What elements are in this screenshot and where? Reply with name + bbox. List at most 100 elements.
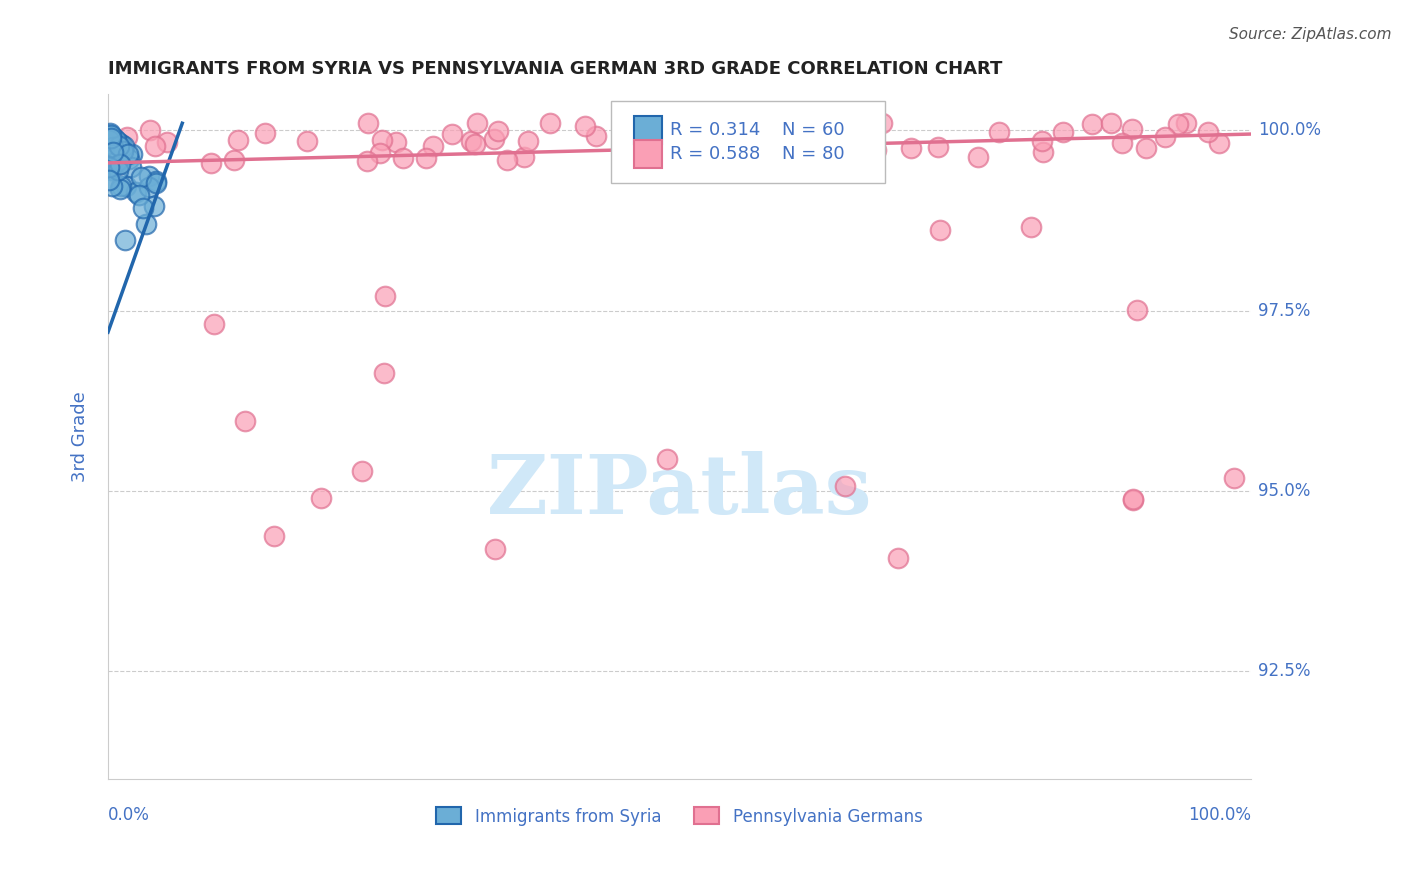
Pennsylvania Germans xyxy=(1111,136,1133,151)
Pennsylvania Germans xyxy=(793,136,815,150)
Immigrants from Syria xyxy=(115,178,138,193)
Pennsylvania Germans xyxy=(574,120,596,134)
Immigrants from Syria xyxy=(100,153,122,167)
Pennsylvania Germans xyxy=(512,150,534,164)
Pennsylvania Germans xyxy=(373,366,395,380)
Pennsylvania Germans xyxy=(1126,303,1149,318)
Pennsylvania Germans xyxy=(384,135,406,149)
Pennsylvania Germans xyxy=(440,127,463,141)
Text: 0.0%: 0.0% xyxy=(108,806,150,824)
Text: 100.0%: 100.0% xyxy=(1188,806,1251,824)
Immigrants from Syria xyxy=(145,176,167,190)
Pennsylvania Germans xyxy=(422,138,444,153)
Immigrants from Syria xyxy=(101,160,124,174)
Pennsylvania Germans xyxy=(1121,122,1143,136)
Immigrants from Syria xyxy=(105,139,128,153)
Immigrants from Syria xyxy=(100,128,122,142)
Pennsylvania Germans xyxy=(200,156,222,170)
Pennsylvania Germans xyxy=(371,133,394,147)
Immigrants from Syria xyxy=(98,133,121,147)
Pennsylvania Germans xyxy=(886,551,908,566)
Pennsylvania Germans xyxy=(482,132,505,146)
Pennsylvania Germans xyxy=(226,133,249,147)
Immigrants from Syria xyxy=(114,233,136,247)
Pennsylvania Germans xyxy=(872,116,894,130)
Text: IMMIGRANTS FROM SYRIA VS PENNSYLVANIA GERMAN 3RD GRADE CORRELATION CHART: IMMIGRANTS FROM SYRIA VS PENNSYLVANIA GE… xyxy=(108,60,1002,78)
Pennsylvania Germans xyxy=(671,116,693,130)
Pennsylvania Germans xyxy=(139,123,162,137)
Immigrants from Syria xyxy=(110,178,132,193)
Pennsylvania Germans xyxy=(689,137,711,152)
Pennsylvania Germans xyxy=(731,132,754,146)
Pennsylvania Germans xyxy=(202,317,225,331)
Immigrants from Syria xyxy=(129,169,152,184)
Pennsylvania Germans xyxy=(357,116,380,130)
Immigrants from Syria xyxy=(138,179,160,194)
Pennsylvania Germans xyxy=(517,134,540,148)
Immigrants from Syria xyxy=(110,138,132,153)
Pennsylvania Germans xyxy=(415,152,437,166)
Immigrants from Syria xyxy=(100,163,122,178)
Immigrants from Syria xyxy=(104,133,127,147)
Pennsylvania Germans xyxy=(104,159,127,173)
Immigrants from Syria xyxy=(120,160,142,174)
Pennsylvania Germans xyxy=(538,116,561,130)
Immigrants from Syria xyxy=(98,155,121,169)
Immigrants from Syria xyxy=(121,146,143,161)
Pennsylvania Germans xyxy=(1174,116,1197,130)
Pennsylvania Germans xyxy=(585,128,607,143)
Pennsylvania Germans xyxy=(851,134,873,148)
Immigrants from Syria xyxy=(110,136,132,151)
Pennsylvania Germans xyxy=(929,223,952,237)
Pennsylvania Germans xyxy=(682,153,704,168)
Immigrants from Syria xyxy=(98,138,121,153)
Immigrants from Syria xyxy=(132,201,155,215)
Immigrants from Syria xyxy=(138,169,160,184)
Pennsylvania Germans xyxy=(222,153,245,167)
Immigrants from Syria xyxy=(98,160,121,174)
FancyBboxPatch shape xyxy=(634,116,662,144)
Pennsylvania Germans xyxy=(772,124,794,138)
Immigrants from Syria xyxy=(107,154,129,169)
Pennsylvania Germans xyxy=(834,479,856,493)
Pennsylvania Germans xyxy=(927,139,949,153)
FancyBboxPatch shape xyxy=(610,102,884,184)
Pennsylvania Germans xyxy=(821,128,844,143)
Pennsylvania Germans xyxy=(1031,135,1053,149)
Pennsylvania Germans xyxy=(374,288,396,302)
Pennsylvania Germans xyxy=(1080,117,1102,131)
Immigrants from Syria xyxy=(101,139,124,153)
Pennsylvania Germans xyxy=(156,135,179,149)
Immigrants from Syria xyxy=(107,163,129,178)
Text: 92.5%: 92.5% xyxy=(1258,662,1310,680)
Immigrants from Syria xyxy=(98,126,121,140)
Pennsylvania Germans xyxy=(1122,492,1144,507)
Immigrants from Syria xyxy=(103,140,125,154)
Immigrants from Syria xyxy=(100,154,122,169)
Pennsylvania Germans xyxy=(233,414,256,428)
FancyBboxPatch shape xyxy=(634,140,662,168)
Immigrants from Syria xyxy=(98,136,121,151)
Text: R = 0.588: R = 0.588 xyxy=(671,145,761,163)
Immigrants from Syria xyxy=(110,182,132,196)
Immigrants from Syria xyxy=(143,199,166,213)
Pennsylvania Germans xyxy=(1153,129,1175,144)
Immigrants from Syria xyxy=(105,154,128,169)
Immigrants from Syria xyxy=(98,146,121,161)
Immigrants from Syria xyxy=(128,188,150,202)
Pennsylvania Germans xyxy=(356,153,378,168)
Legend: Immigrants from Syria, Pennsylvania Germans: Immigrants from Syria, Pennsylvania Germ… xyxy=(429,801,929,832)
Pennsylvania Germans xyxy=(1167,117,1189,131)
Immigrants from Syria xyxy=(124,185,146,199)
Pennsylvania Germans xyxy=(988,125,1011,139)
Pennsylvania Germans xyxy=(297,134,319,148)
Pennsylvania Germans xyxy=(1032,145,1054,159)
Immigrants from Syria xyxy=(101,144,124,158)
Pennsylvania Germans xyxy=(702,116,724,130)
Pennsylvania Germans xyxy=(900,141,922,155)
Pennsylvania Germans xyxy=(665,130,688,145)
Immigrants from Syria xyxy=(100,130,122,145)
Immigrants from Syria xyxy=(111,144,134,158)
Pennsylvania Germans xyxy=(1208,136,1230,150)
Pennsylvania Germans xyxy=(254,126,277,140)
